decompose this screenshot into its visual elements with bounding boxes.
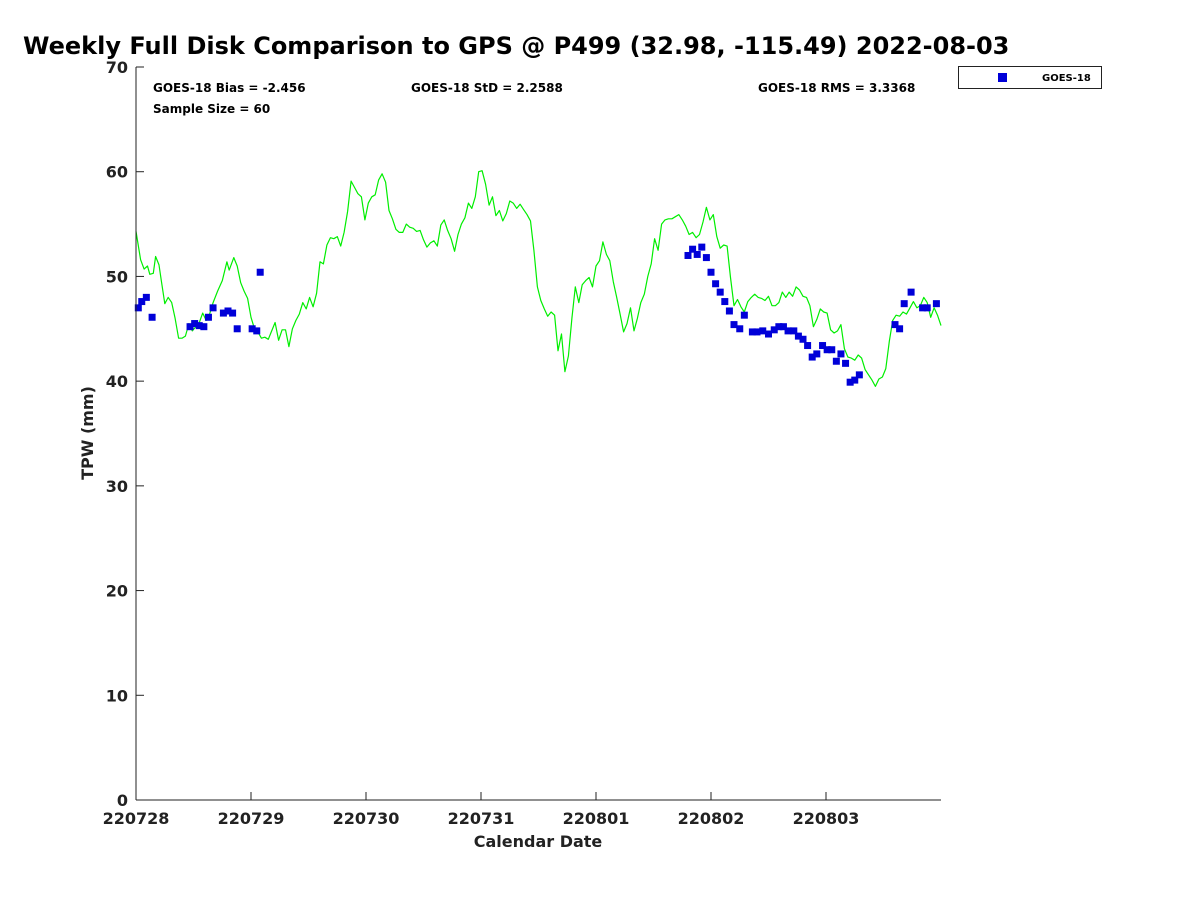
goes-18-point: [233, 325, 241, 333]
x-tick-label: 220802: [678, 809, 745, 828]
x-axis-label: Calendar Date: [474, 832, 603, 851]
goes-18-point: [186, 323, 194, 331]
goes-18-point: [253, 327, 261, 335]
goes-18-point: [842, 359, 850, 367]
goes-18-point: [142, 293, 150, 301]
x-ticks: 220728 220729 220730 220731 220801 220802 2208…: [103, 792, 860, 828]
goes-18-point: [765, 330, 772, 338]
y-tick-label: 60: [106, 163, 128, 182]
legend-marker-goes-18: [998, 73, 1007, 82]
goes-18-point: [712, 280, 720, 288]
goes-18-point: [725, 307, 733, 315]
goes-18-point: [730, 321, 738, 329]
goes-18-series: [134, 243, 940, 386]
y-tick-label: 40: [106, 372, 128, 391]
goes-18-point: [832, 357, 840, 365]
goes-18-point: [200, 323, 208, 331]
goes-18-point: [784, 327, 792, 335]
goes-18-point: [779, 323, 787, 331]
plot-area: 0 10 20 30 40 50 60 70 220728 220729 220730 220731…: [103, 58, 942, 828]
goes-18-point: [229, 309, 237, 317]
y-axis-label: TPW (mm): [78, 386, 97, 480]
goes-18-point: [923, 304, 931, 312]
x-tick-label: 220730: [333, 809, 400, 828]
stat-sample-size: Sample Size = 60: [153, 102, 270, 116]
goes-18-point: [134, 304, 142, 312]
goes-18-point: [707, 268, 715, 276]
goes-18-point: [891, 321, 899, 329]
legend-box: [958, 66, 1102, 89]
goes-18-point: [919, 304, 927, 312]
goes-18-point: [148, 313, 156, 321]
goes-18-point: [804, 342, 812, 350]
x-tick-label: 220803: [793, 809, 860, 828]
stat-std: GOES-18 StD = 2.2588: [411, 81, 563, 95]
goes-18-point: [799, 335, 807, 343]
goes-18-point: [828, 346, 836, 354]
goes-18-point: [689, 245, 697, 253]
goes-18-point: [819, 342, 827, 350]
gps-series: [135, 170, 942, 387]
goes-18-point: [753, 328, 761, 336]
gps-line: [135, 170, 942, 387]
stat-rms: GOES-18 RMS = 3.3368: [758, 81, 915, 95]
axes: [135, 67, 941, 801]
goes-18-point: [256, 268, 264, 276]
goes-18-point: [736, 325, 744, 333]
goes-18-point: [846, 378, 854, 386]
goes-18-point: [794, 332, 802, 340]
x-tick-label: 220801: [563, 809, 630, 828]
goes-18-point: [224, 307, 232, 315]
goes-18-point: [748, 328, 756, 336]
goes-18-point: [716, 288, 724, 296]
stat-bias: GOES-18 Bias = -2.456: [153, 81, 306, 95]
goes-18-point: [138, 298, 146, 306]
goes-18-point: [770, 326, 778, 334]
y-tick-label: 30: [106, 477, 128, 496]
goes-18-point: [684, 251, 692, 259]
y-tick-label: 70: [106, 58, 128, 77]
goes-18-point: [759, 327, 767, 335]
goes-18-point: [775, 323, 783, 331]
goes-18-point: [896, 325, 904, 333]
x-tick-label: 220729: [218, 809, 285, 828]
goes-18-point: [248, 325, 256, 333]
goes-18-point: [907, 288, 915, 296]
goes-18-point: [823, 346, 831, 354]
goes-18-point: [808, 353, 816, 361]
chart-title: Weekly Full Disk Comparison to GPS @ P49…: [23, 32, 1009, 60]
y-tick-label: 10: [106, 686, 128, 705]
goes-18-point: [721, 298, 729, 306]
y-tick-label: 0: [117, 791, 128, 810]
goes-18-point: [702, 254, 710, 262]
y-tick-label: 50: [106, 267, 128, 286]
goes-18-point: [900, 300, 908, 308]
goes-18-point: [855, 371, 863, 379]
goes-18-point: [191, 320, 199, 328]
goes-18-point: [790, 327, 798, 335]
goes-18-point: [932, 300, 940, 308]
legend: GOES-18: [958, 66, 1102, 89]
goes-18-point: [204, 313, 212, 321]
goes-18-point: [693, 250, 701, 258]
goes-18-point: [851, 376, 859, 384]
legend-label-goes-18: GOES-18: [1042, 73, 1091, 84]
x-tick-label: 220731: [448, 809, 515, 828]
goes-18-point: [219, 309, 227, 317]
goes-18-point: [740, 311, 748, 319]
x-tick-label: 220728: [103, 809, 170, 828]
goes-18-point: [209, 304, 217, 312]
y-tick-label: 20: [106, 582, 128, 601]
y-ticks: 0 10 20 30 40 50 60 70: [106, 58, 144, 810]
goes-18-point: [698, 243, 706, 251]
goes-18-point: [195, 322, 203, 330]
goes-18-point: [813, 350, 821, 358]
goes-18-point: [837, 350, 845, 358]
